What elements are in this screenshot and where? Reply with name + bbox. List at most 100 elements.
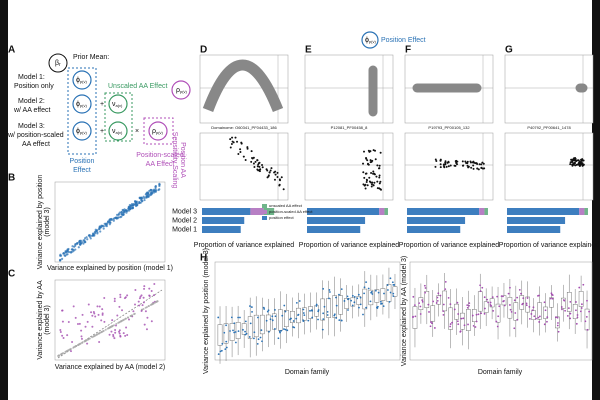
point [431,322,433,325]
point [569,317,572,320]
box [284,310,289,327]
point [472,164,475,167]
x-label: Domain family [478,369,523,376]
box [448,307,453,330]
point [244,333,247,336]
point [59,258,62,261]
point [570,158,573,161]
point [347,309,349,311]
point [281,314,284,317]
point [582,283,585,286]
point [309,309,311,312]
point [120,215,123,218]
model: w/ AA effect [13,107,51,114]
point [86,320,89,323]
point [257,316,259,319]
point [373,172,376,175]
model: w/ position-scaled [7,132,64,139]
point [538,321,541,323]
point [376,164,379,167]
point [100,319,103,322]
point [496,295,499,298]
point [256,168,259,171]
point [580,307,583,309]
point [148,294,151,297]
point [234,331,237,333]
point [71,341,74,344]
bar [507,226,561,233]
point [432,300,435,303]
point [88,234,91,237]
point [113,297,116,300]
model: AA effect [22,141,50,148]
bar [384,208,388,215]
term: ρp(v) [152,128,164,135]
plus: + [100,101,104,108]
point [507,292,510,295]
point [509,304,511,306]
point [120,210,123,214]
point [302,320,305,323]
point [133,312,136,315]
point [513,299,516,302]
box [217,324,223,346]
point [253,337,255,340]
point [250,160,253,163]
point [346,298,349,301]
point [436,299,439,302]
point [359,303,362,306]
point [569,161,572,164]
point [574,157,577,160]
point [356,297,359,300]
point [87,303,90,306]
point [392,292,395,295]
legend-label: position effect [269,215,294,220]
point [382,305,385,308]
bar [479,208,485,215]
point [250,306,253,308]
point [489,301,492,304]
point [466,306,469,309]
point [112,333,115,336]
point [434,165,437,168]
point [429,321,432,323]
point [340,288,343,291]
point [119,320,122,323]
plot-frame [409,261,593,361]
edge [0,0,8,400]
bar [250,208,264,215]
point [480,166,483,169]
point [78,322,81,325]
point [557,322,559,324]
point [364,187,367,190]
bar [507,208,580,215]
point [256,165,259,168]
point [219,350,222,353]
point [477,313,480,316]
point [138,196,141,199]
point [158,183,161,186]
point [374,289,377,292]
point [509,308,512,311]
point [116,213,119,216]
point [365,281,368,284]
point [429,325,432,328]
position-label: Position [70,158,95,165]
bar-x-label: Proportion of variance explained [399,242,500,249]
point [557,330,560,333]
point [477,168,480,171]
point [140,197,143,201]
point [362,171,365,174]
point [376,187,379,190]
point [101,308,104,311]
model-label: Model 2 [172,217,197,224]
point [125,209,128,213]
point [91,314,94,317]
point [253,166,256,169]
point [453,308,456,311]
point [68,250,71,254]
box [495,303,501,323]
point [108,219,112,222]
prior: Prior Mean: [73,54,109,61]
point [261,340,263,343]
